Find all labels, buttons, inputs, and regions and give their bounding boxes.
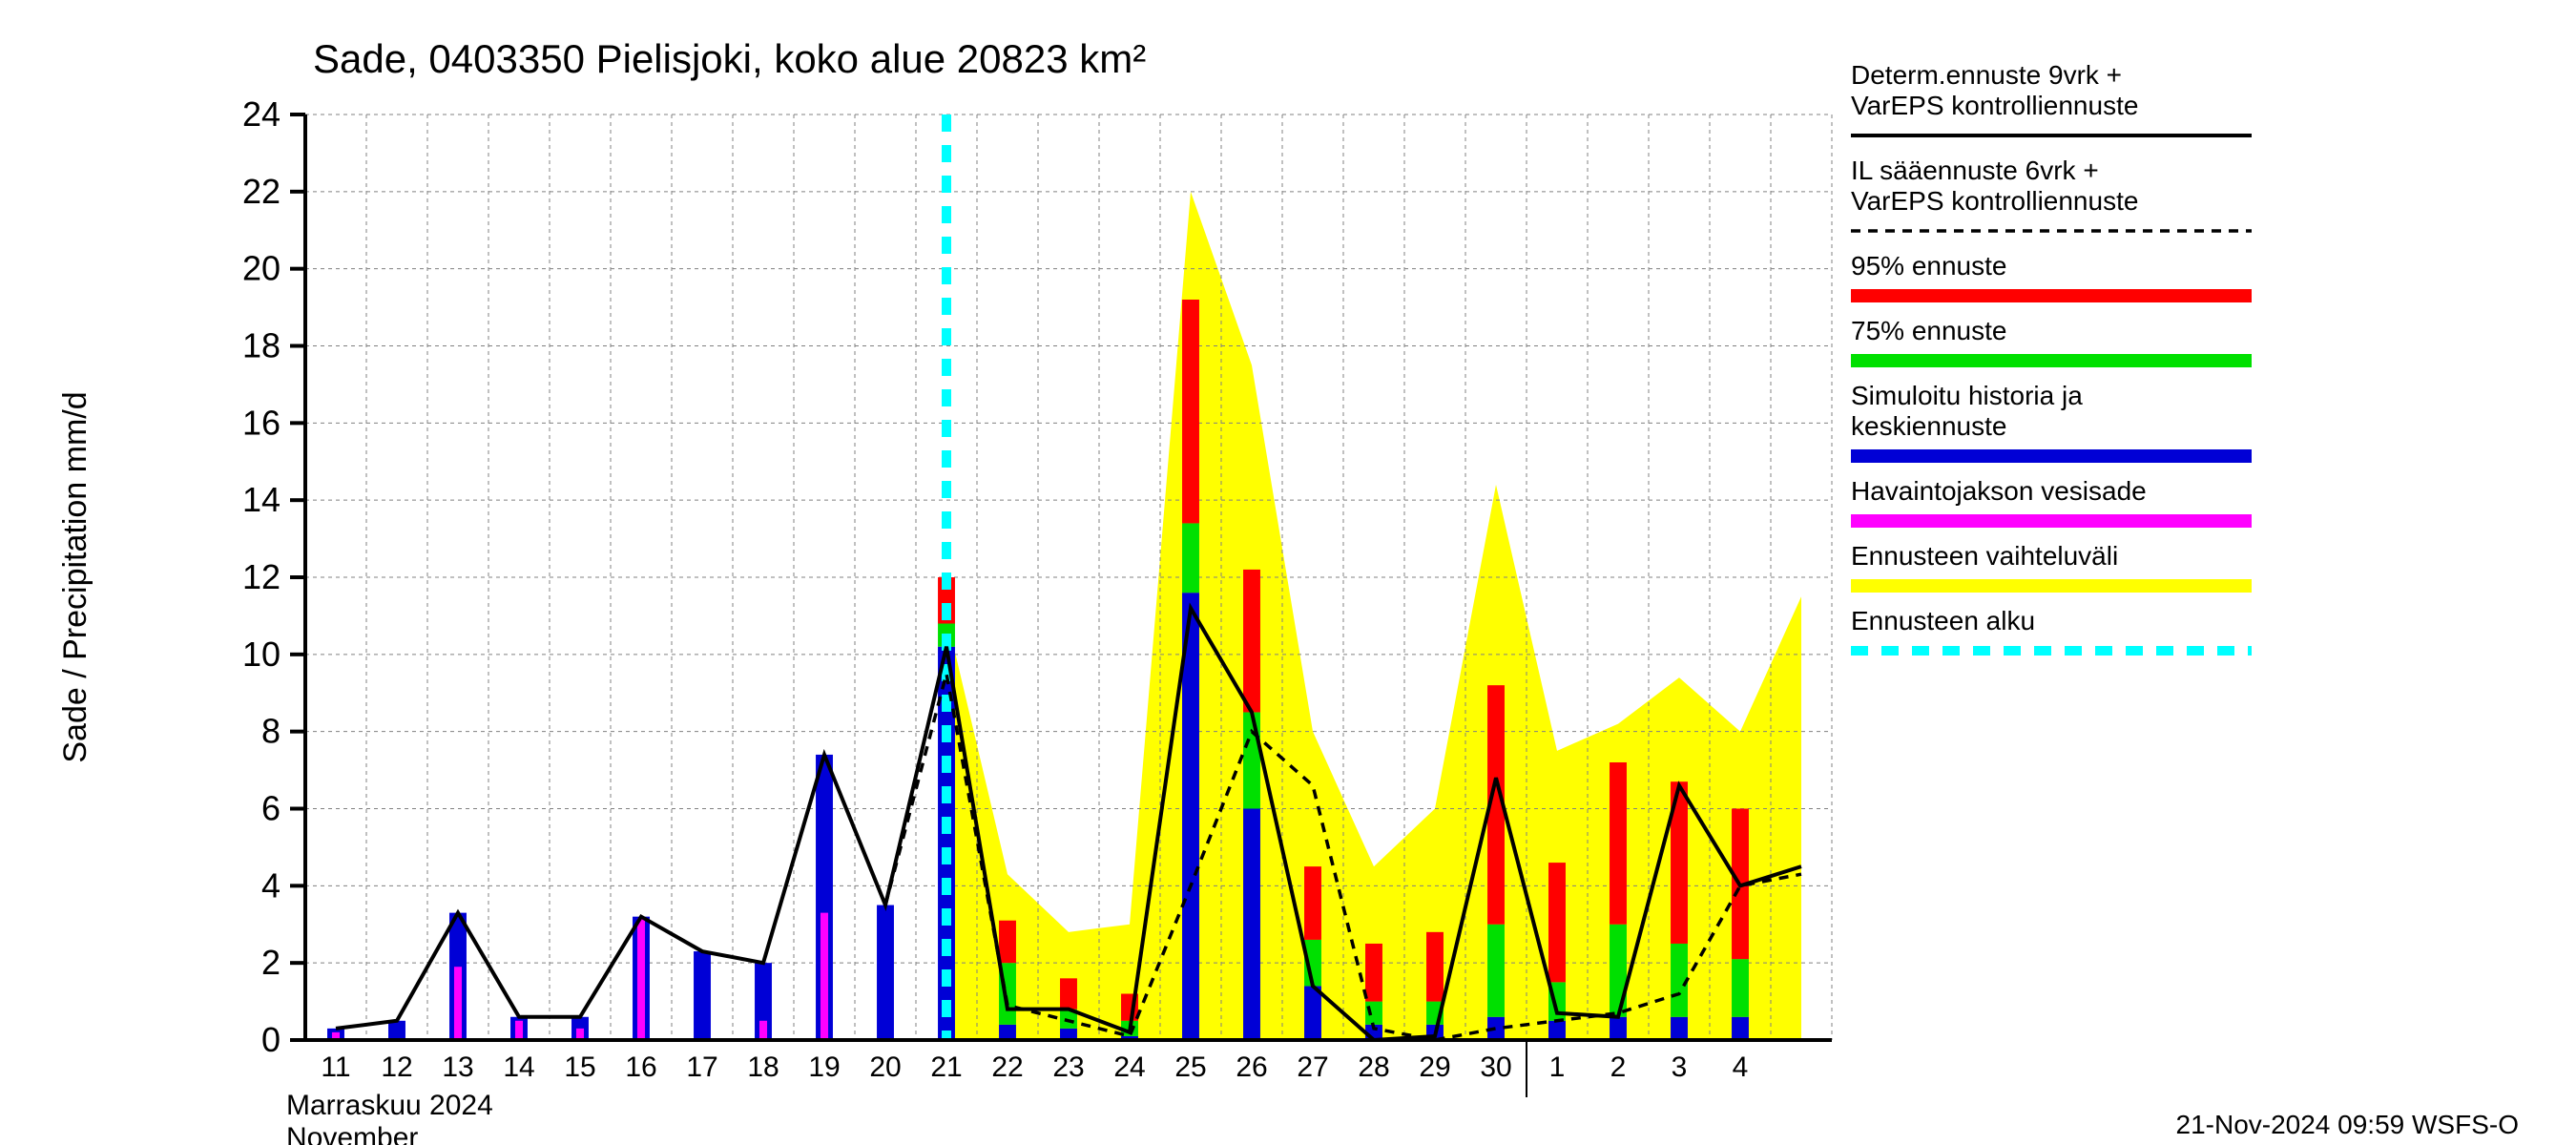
legend-swatch	[1851, 514, 2252, 528]
legend-label: 75% ennuste	[1851, 316, 2006, 345]
y-tick-label: 8	[261, 712, 280, 751]
bar-blue	[877, 906, 894, 1040]
y-axis-label: Sade / Precipitation mm/d	[57, 391, 93, 762]
x-tick-label: 4	[1733, 1051, 1749, 1083]
x-sublabel-2: November	[286, 1122, 418, 1145]
x-tick-label: 16	[625, 1051, 656, 1083]
legend-label: 95% ennuste	[1851, 251, 2006, 281]
bar-magenta	[759, 1021, 767, 1040]
bar-blue	[1548, 1021, 1566, 1040]
bar-magenta	[637, 919, 645, 1040]
bar-blue	[1671, 1017, 1688, 1040]
y-tick-label: 18	[242, 326, 280, 365]
chart-svg: 0246810121416182022241112131415161718192…	[0, 0, 2576, 1145]
x-tick-label: 13	[442, 1051, 473, 1083]
legend-label: Ennusteen alku	[1851, 606, 2035, 635]
x-tick-label: 28	[1358, 1051, 1389, 1083]
y-tick-label: 6	[261, 789, 280, 828]
y-tick-label: 10	[242, 635, 280, 674]
x-tick-label: 3	[1672, 1051, 1688, 1083]
bar-magenta	[515, 1021, 523, 1040]
x-tick-label: 2	[1610, 1051, 1627, 1083]
bar-magenta	[821, 913, 828, 1040]
legend-label: IL sääennuste 6vrk +	[1851, 156, 2099, 185]
y-tick-label: 24	[242, 94, 280, 134]
x-tick-label: 11	[321, 1051, 350, 1083]
bar-green	[1610, 925, 1627, 1017]
y-tick-label: 16	[242, 403, 280, 442]
bar-blue	[694, 951, 711, 1040]
x-tick-label: 23	[1052, 1051, 1084, 1083]
x-tick-label: 18	[747, 1051, 779, 1083]
footer-timestamp: 21-Nov-2024 09:59 WSFS-O	[2176, 1110, 2520, 1139]
bar-red	[1365, 944, 1382, 1002]
y-tick-label: 20	[242, 249, 280, 288]
legend-label: Ennusteen vaihteluväli	[1851, 541, 2118, 571]
chart-title: Sade, 0403350 Pielisjoki, koko alue 2082…	[313, 36, 1146, 81]
x-tick-label: 14	[503, 1051, 534, 1083]
x-tick-label: 20	[869, 1051, 901, 1083]
x-tick-label: 24	[1113, 1051, 1145, 1083]
bar-blue	[999, 1025, 1016, 1040]
x-tick-label: 1	[1549, 1051, 1566, 1083]
x-tick-label: 25	[1174, 1051, 1206, 1083]
x-tick-label: 26	[1236, 1051, 1267, 1083]
bar-blue	[1304, 986, 1321, 1040]
x-tick-label: 30	[1480, 1051, 1511, 1083]
bar-red	[1304, 866, 1321, 940]
bar-red	[1243, 570, 1260, 713]
legend-label: Simuloitu historia ja	[1851, 381, 2083, 410]
bar-blue	[1243, 809, 1260, 1041]
y-tick-label: 14	[242, 480, 280, 519]
y-tick-label: 22	[242, 172, 280, 211]
y-tick-label: 4	[261, 865, 280, 905]
chart-container: 0246810121416182022241112131415161718192…	[0, 0, 2576, 1145]
bar-magenta	[454, 967, 462, 1040]
x-tick-label: 12	[381, 1051, 412, 1083]
bar-red	[1060, 978, 1077, 1009]
bar-red	[1548, 863, 1566, 982]
x-tick-label: 17	[686, 1051, 717, 1083]
legend-swatch	[1851, 289, 2252, 302]
x-tick-label: 22	[991, 1051, 1023, 1083]
legend-label: VarEPS kontrolliennuste	[1851, 186, 2138, 216]
bar-red	[1426, 932, 1444, 1002]
bar-blue	[1610, 1017, 1627, 1040]
x-tick-label: 27	[1297, 1051, 1328, 1083]
bar-green	[1365, 1002, 1382, 1025]
legend-swatch	[1851, 354, 2252, 367]
bar-blue	[388, 1021, 405, 1040]
bar-green	[1243, 712, 1260, 808]
bar-blue	[1732, 1017, 1749, 1040]
bar-green	[1732, 959, 1749, 1017]
y-tick-label: 2	[261, 943, 280, 982]
y-tick-label: 12	[242, 557, 280, 596]
legend-label: Havaintojakson vesisade	[1851, 476, 2147, 506]
bar-green	[1182, 523, 1199, 593]
x-tick-label: 29	[1419, 1051, 1450, 1083]
legend-label: VarEPS kontrolliennuste	[1851, 91, 2138, 120]
bar-red	[999, 921, 1016, 963]
bar-red	[1610, 762, 1627, 925]
x-sublabel-1: Marraskuu 2024	[286, 1090, 493, 1121]
legend-swatch	[1851, 579, 2252, 593]
bar-red	[1182, 300, 1199, 523]
x-tick-label: 19	[808, 1051, 840, 1083]
legend-label: keskiennuste	[1851, 411, 2006, 441]
x-tick-label: 21	[930, 1051, 962, 1083]
bar-green	[1487, 925, 1505, 1017]
legend-label: Determ.ennuste 9vrk +	[1851, 60, 2122, 90]
legend-swatch	[1851, 449, 2252, 463]
x-tick-label: 15	[564, 1051, 595, 1083]
y-tick-label: 0	[261, 1020, 280, 1059]
